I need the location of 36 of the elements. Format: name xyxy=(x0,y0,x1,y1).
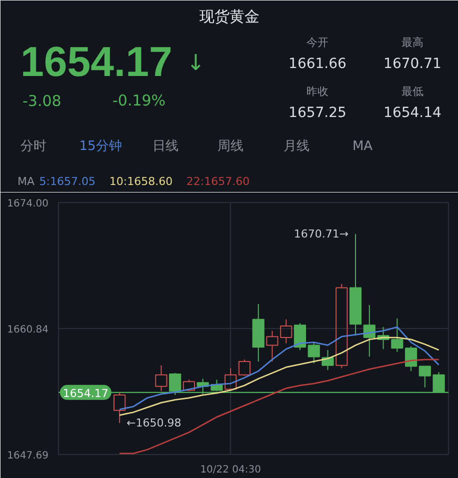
text: 1654.14 xyxy=(384,105,442,121)
text: 1670.71 xyxy=(384,56,442,72)
text: -3.08 xyxy=(22,92,62,110)
text: 昨收 xyxy=(306,85,328,98)
text: 1661.66 xyxy=(288,56,347,72)
legend-title: MA xyxy=(18,175,35,188)
text: 1657.25 xyxy=(288,105,346,121)
annotation: 1670.71→ xyxy=(294,228,349,241)
y-tick-label: 1647.69 xyxy=(7,450,49,462)
y-tick-label: 1660.84 xyxy=(7,324,49,336)
text: 分时 xyxy=(20,139,46,154)
candlestick xyxy=(308,342,320,364)
text: -0.19% xyxy=(112,92,166,110)
candlestick xyxy=(294,322,306,351)
text: 10:1658.60 xyxy=(109,175,173,188)
text: 最低 xyxy=(402,85,424,98)
text: 15分钟 xyxy=(79,139,122,154)
text: 月线 xyxy=(284,139,310,154)
candlestick xyxy=(404,346,418,372)
text: 22:1657.60 xyxy=(186,175,250,188)
x-tick-label: 10/22 04:30 xyxy=(200,464,262,476)
text: 周线 xyxy=(218,139,244,154)
chart-title: 现货黄金 xyxy=(200,8,260,26)
text: 日线 xyxy=(152,139,178,154)
candlestick xyxy=(391,318,404,352)
text: MA xyxy=(352,139,373,154)
y-tick-label: 1674.00 xyxy=(7,198,49,210)
annotation: ←1650.98 xyxy=(126,416,182,430)
text: 1654.17 xyxy=(20,38,172,85)
candlestick xyxy=(114,392,126,424)
line-series xyxy=(118,336,440,416)
text: 今开 xyxy=(306,36,328,49)
text: 5:1657.05 xyxy=(39,175,96,188)
text: ↓ xyxy=(186,51,205,76)
ref-line-label: 1654.17 xyxy=(62,386,108,400)
text: 最高 xyxy=(402,36,424,49)
